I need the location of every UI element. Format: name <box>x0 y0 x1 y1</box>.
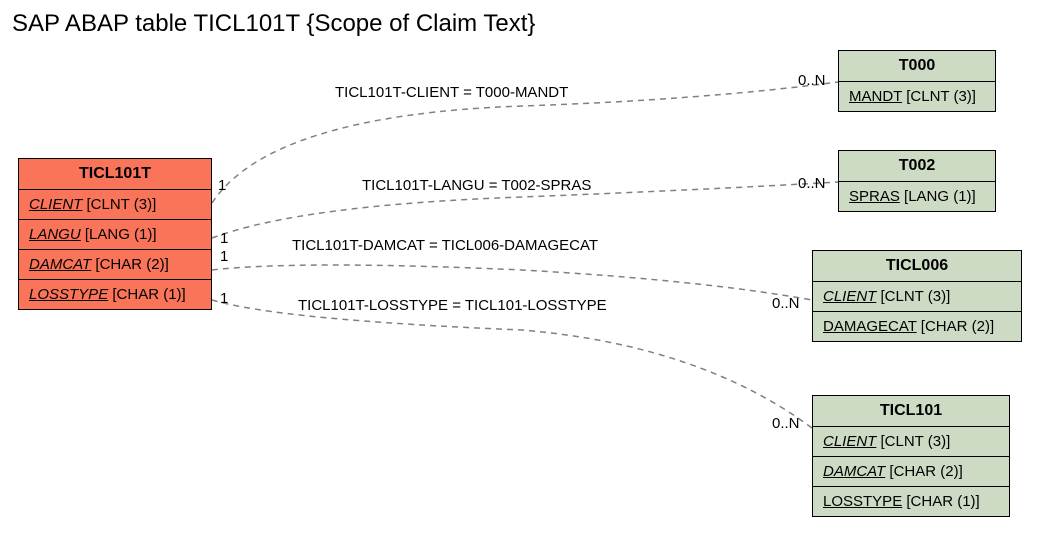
entity-header: TICL006 <box>813 251 1021 282</box>
entity-field: LOSSTYPE [CHAR (1)] <box>813 487 1009 516</box>
cardinality-right: 0..N <box>772 295 800 312</box>
entity-main: TICL101TCLIENT [CLNT (3)]LANGU [LANG (1)… <box>18 158 212 310</box>
entity-related: TICL006CLIENT [CLNT (3)]DAMAGECAT [CHAR … <box>812 250 1022 342</box>
relation-label: TICL101T-LOSSTYPE = TICL101-LOSSTYPE <box>298 297 607 314</box>
entity-field: LOSSTYPE [CHAR (1)] <box>19 280 211 309</box>
entity-field: DAMAGECAT [CHAR (2)] <box>813 312 1021 341</box>
entity-field: LANGU [LANG (1)] <box>19 220 211 250</box>
entity-field: DAMCAT [CHAR (2)] <box>813 457 1009 487</box>
relation-line <box>212 265 812 300</box>
cardinality-left: 1 <box>220 230 228 247</box>
entity-header: T000 <box>839 51 995 82</box>
entity-related: T002SPRAS [LANG (1)] <box>838 150 996 212</box>
cardinality-left: 1 <box>218 177 226 194</box>
entity-related: TICL101CLIENT [CLNT (3)]DAMCAT [CHAR (2)… <box>812 395 1010 517</box>
cardinality-left: 1 <box>220 248 228 265</box>
relation-label: TICL101T-CLIENT = T000-MANDT <box>335 84 568 101</box>
entity-field: DAMCAT [CHAR (2)] <box>19 250 211 280</box>
entity-field: CLIENT [CLNT (3)] <box>813 427 1009 457</box>
diagram-title: SAP ABAP table TICL101T {Scope of Claim … <box>12 10 535 38</box>
relation-label: TICL101T-DAMCAT = TICL006-DAMAGECAT <box>292 237 598 254</box>
entity-field: CLIENT [CLNT (3)] <box>813 282 1021 312</box>
entity-header: T002 <box>839 151 995 182</box>
entity-header: TICL101 <box>813 396 1009 427</box>
cardinality-right: 0..N <box>772 415 800 432</box>
entity-field: MANDT [CLNT (3)] <box>839 82 995 111</box>
cardinality-right: 0..N <box>798 72 826 89</box>
relation-line <box>212 300 812 428</box>
entity-field: CLIENT [CLNT (3)] <box>19 190 211 220</box>
entity-header: TICL101T <box>19 159 211 190</box>
relation-label: TICL101T-LANGU = T002-SPRAS <box>362 177 591 194</box>
cardinality-left: 1 <box>220 290 228 307</box>
entity-field: SPRAS [LANG (1)] <box>839 182 995 211</box>
cardinality-right: 0..N <box>798 175 826 192</box>
entity-related: T000MANDT [CLNT (3)] <box>838 50 996 112</box>
